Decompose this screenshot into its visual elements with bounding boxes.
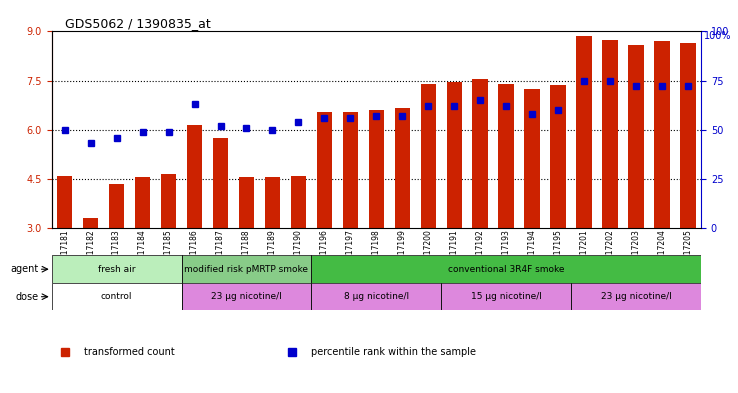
Bar [161, 174, 176, 228]
Bar [680, 43, 696, 228]
Bar [342, 112, 358, 228]
Bar [525, 89, 540, 228]
Text: 15 μg nicotine/l: 15 μg nicotine/l [471, 292, 542, 301]
FancyBboxPatch shape [182, 283, 311, 310]
Text: 100%: 100% [704, 31, 731, 41]
Bar [551, 86, 566, 228]
FancyBboxPatch shape [311, 283, 441, 310]
Text: fresh air: fresh air [98, 265, 135, 274]
Bar [628, 44, 644, 228]
Bar [655, 41, 670, 228]
Bar [57, 176, 72, 228]
Bar [238, 177, 255, 228]
Bar [317, 112, 332, 228]
Bar [576, 37, 592, 228]
Text: percentile rank within the sample: percentile rank within the sample [311, 347, 477, 357]
Text: control: control [101, 292, 132, 301]
Bar [498, 84, 514, 228]
Text: modified risk pMRTP smoke: modified risk pMRTP smoke [184, 265, 308, 274]
Bar [265, 177, 280, 228]
Text: GDS5062 / 1390835_at: GDS5062 / 1390835_at [65, 17, 210, 30]
Text: 23 μg nicotine/l: 23 μg nicotine/l [211, 292, 282, 301]
Bar [135, 177, 151, 228]
Text: conventional 3R4F smoke: conventional 3R4F smoke [448, 265, 565, 274]
Bar [602, 40, 618, 228]
Text: dose: dose [15, 292, 38, 302]
Bar [421, 84, 436, 228]
FancyBboxPatch shape [52, 283, 182, 310]
FancyBboxPatch shape [311, 255, 701, 283]
FancyBboxPatch shape [52, 255, 182, 283]
Text: transformed count: transformed count [84, 347, 175, 357]
Bar [187, 125, 202, 228]
FancyBboxPatch shape [571, 283, 701, 310]
Text: 8 μg nicotine/l: 8 μg nicotine/l [344, 292, 409, 301]
Bar [213, 138, 228, 228]
Bar [368, 110, 384, 228]
Bar [83, 218, 98, 228]
Bar [108, 184, 125, 228]
Bar [291, 176, 306, 228]
FancyBboxPatch shape [182, 255, 311, 283]
Bar [472, 79, 488, 228]
Text: agent: agent [10, 264, 38, 274]
FancyBboxPatch shape [441, 283, 571, 310]
Bar [395, 108, 410, 228]
Text: 23 μg nicotine/l: 23 μg nicotine/l [601, 292, 672, 301]
Bar [446, 82, 462, 228]
